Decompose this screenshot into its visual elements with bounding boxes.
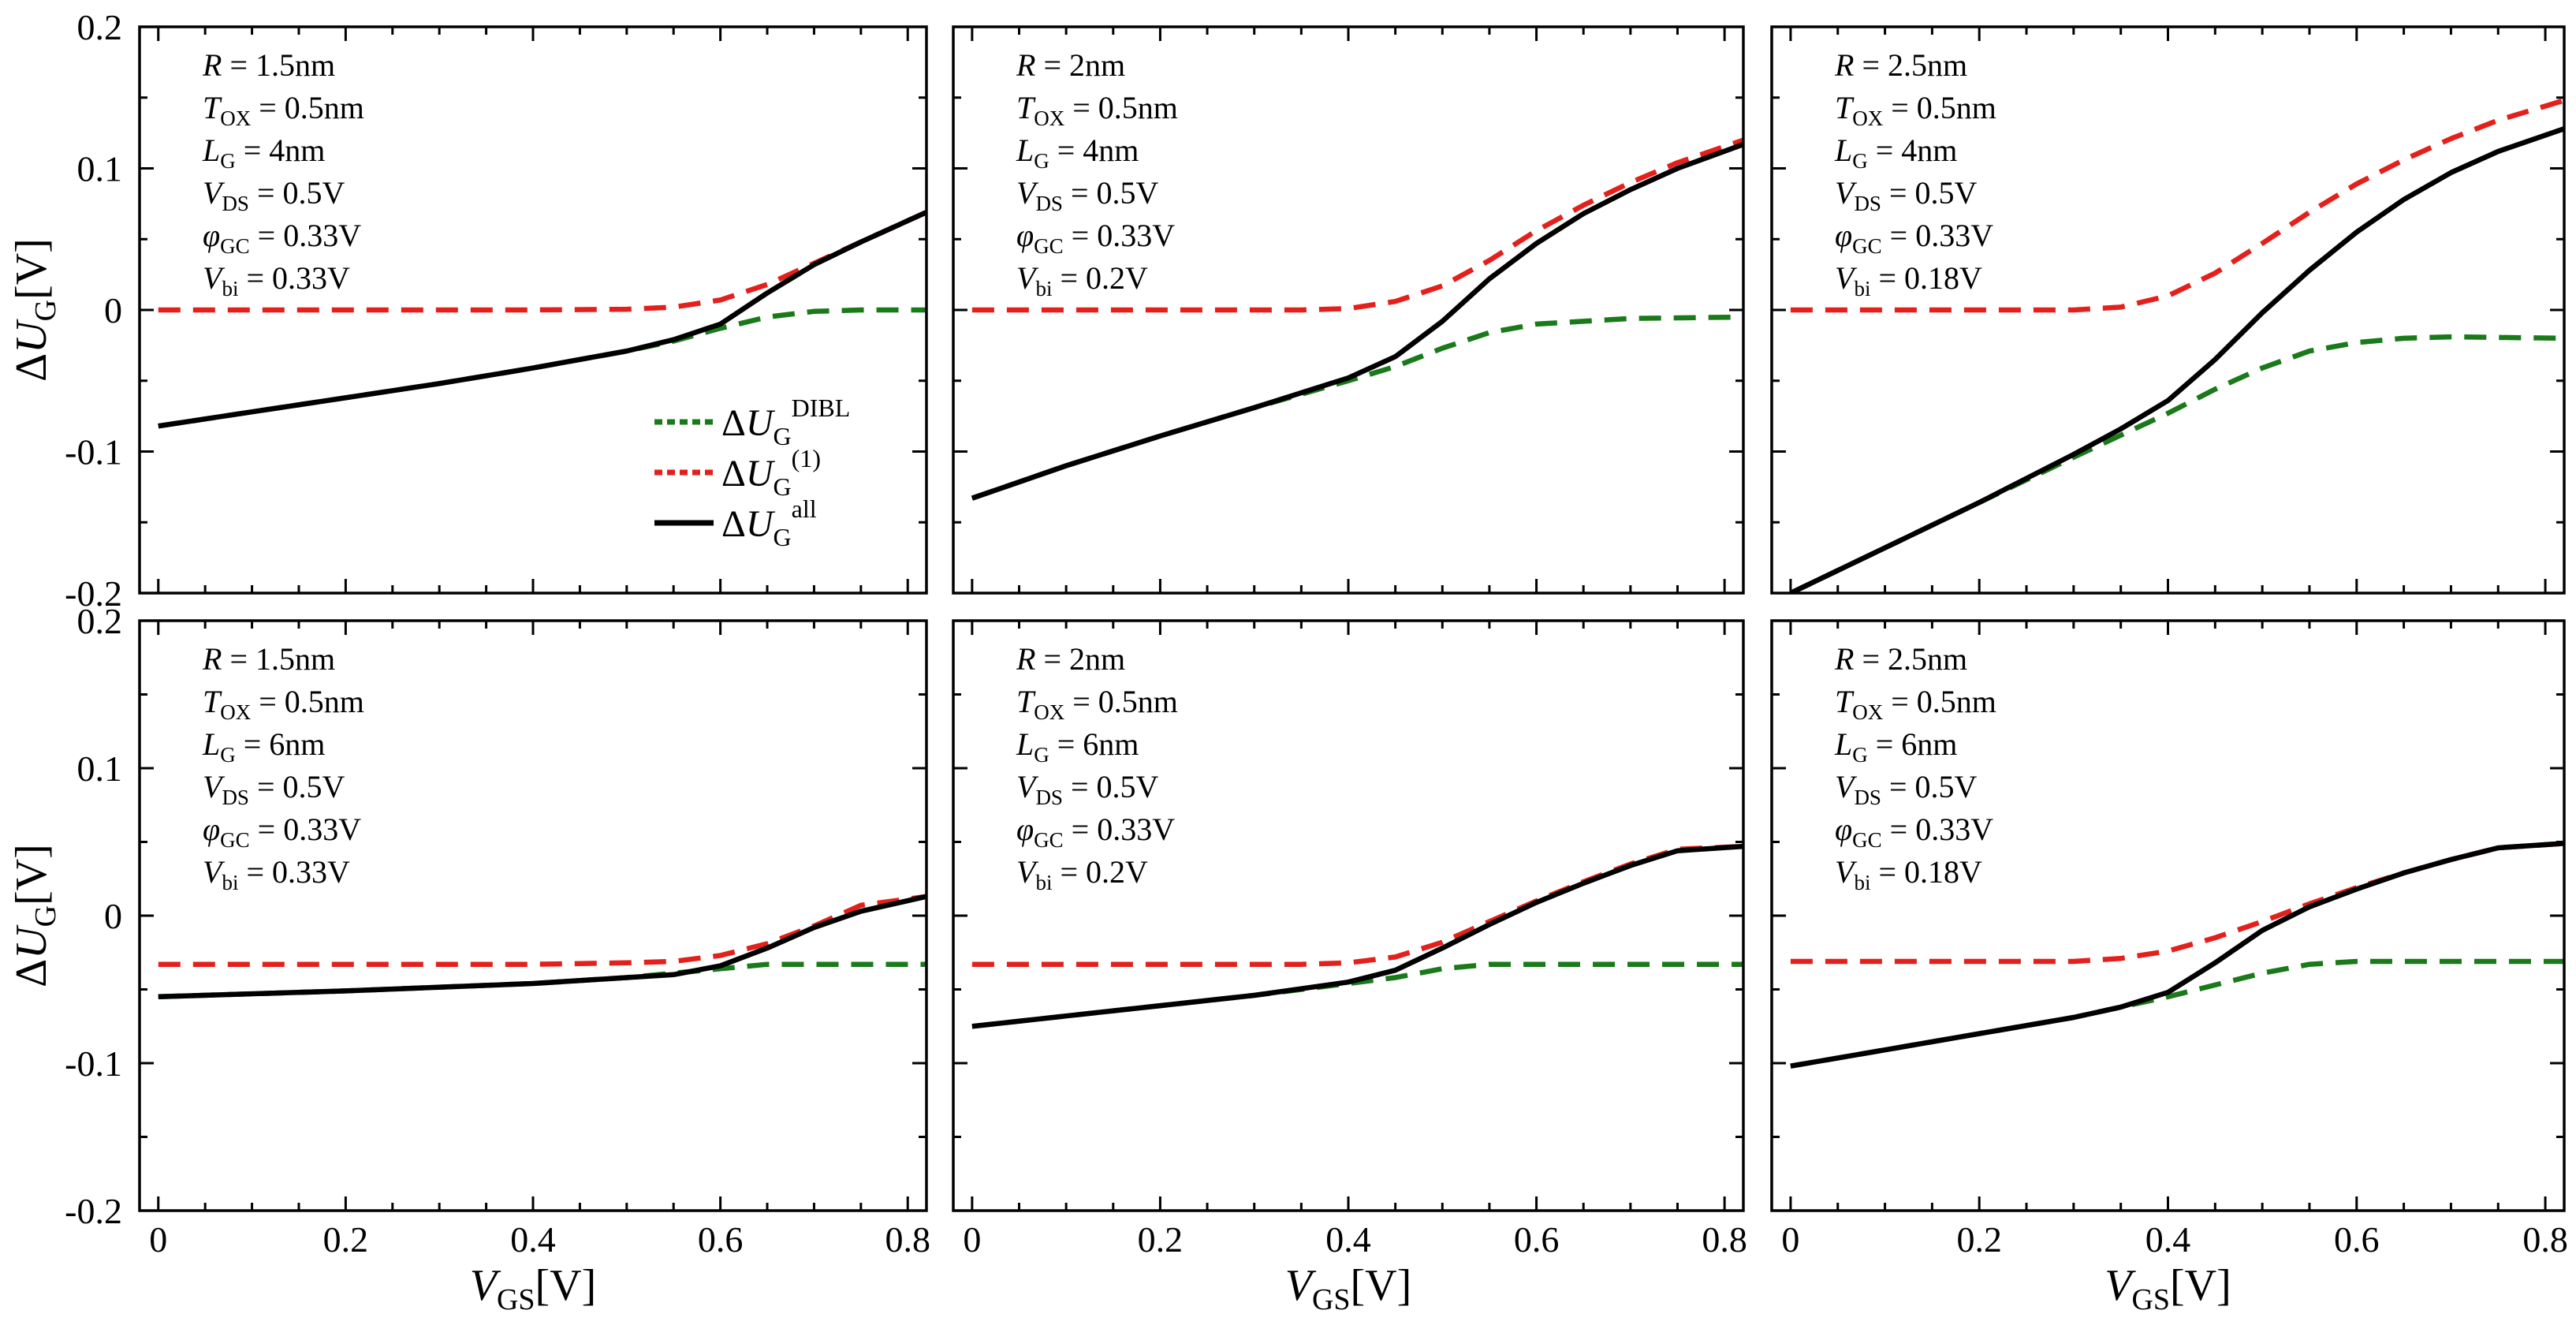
annotation-line: R = 1.5nm bbox=[202, 47, 335, 83]
annotation-line: φGC = 0.33V bbox=[1835, 812, 1993, 852]
annotation-line: R = 2.5nm bbox=[1834, 641, 1967, 677]
annotation-line: LG = 4nm bbox=[1834, 132, 1957, 173]
x-tick-label: 0.4 bbox=[510, 1219, 556, 1260]
annotation-line: VDS = 0.5V bbox=[1016, 769, 1159, 809]
y-axis-label: ΔUG[V] bbox=[7, 238, 62, 382]
y-tick-label: 0 bbox=[104, 290, 122, 330]
x-tick-label: 0.2 bbox=[1956, 1219, 2002, 1260]
annotation-line: LG = 4nm bbox=[1016, 132, 1139, 173]
series-first-line bbox=[971, 843, 1743, 967]
annotation-line: TOX = 0.5nm bbox=[203, 684, 364, 724]
plot-frame bbox=[1770, 25, 2566, 595]
y-tick-label: 0 bbox=[104, 896, 122, 936]
x-tick-label: 0.2 bbox=[323, 1219, 369, 1260]
annotation-line: VDS = 0.5V bbox=[1835, 769, 1978, 809]
plot-frame bbox=[952, 25, 1745, 595]
annotation-line: R = 2nm bbox=[1016, 47, 1125, 83]
annotation-line: TOX = 0.5nm bbox=[203, 90, 364, 130]
series-first-line bbox=[1790, 98, 2564, 313]
legend-label-all: ΔUGall bbox=[721, 495, 817, 551]
annotation-line: VDS = 0.5V bbox=[203, 769, 345, 809]
annotation-line: φGC = 0.33V bbox=[203, 218, 361, 258]
y-tick-label: 0.1 bbox=[77, 748, 123, 789]
plot-frame bbox=[138, 619, 928, 1212]
series-all-line bbox=[1790, 841, 2564, 1069]
annotation-line: R = 2nm bbox=[1016, 641, 1125, 677]
panel-bottom-left: 0 0.2 0.4 0.6 0.8 -0.2 -0.1 0 0.1 0.2 R = 1.5nm TOX… bbox=[65, 601, 930, 1260]
y-tick-label: 0.1 bbox=[77, 149, 123, 189]
series-dibl-line bbox=[971, 314, 1743, 501]
x-tick-label: 0.8 bbox=[2522, 1219, 2568, 1260]
annotation-line: VDS = 0.5V bbox=[1016, 175, 1159, 215]
x-tick-label: 0.6 bbox=[1514, 1219, 1560, 1260]
annotation-line: VDS = 0.5V bbox=[203, 175, 345, 215]
plot-frame bbox=[1770, 619, 2566, 1212]
annotation-line: VDS = 0.5V bbox=[1835, 175, 1978, 215]
series-all-line bbox=[158, 894, 926, 1000]
x-axis-label: VGS[V] bbox=[1285, 1261, 1412, 1316]
y-tick-label: -0.1 bbox=[65, 1043, 122, 1084]
x-tick-label: 0.4 bbox=[2145, 1219, 2191, 1260]
x-tick-label: 0 bbox=[1781, 1219, 1799, 1260]
series-first-line bbox=[971, 137, 1743, 313]
annotation-line: TOX = 0.5nm bbox=[1835, 90, 1996, 130]
series-all-line bbox=[1789, 126, 2564, 593]
annotation-line: R = 1.5nm bbox=[202, 641, 335, 677]
x-tick-label: 0.4 bbox=[1325, 1219, 1371, 1260]
annotation-line: TOX = 0.5nm bbox=[1016, 90, 1178, 130]
series-first-line bbox=[158, 210, 926, 313]
annotation-line: TOX = 0.5nm bbox=[1016, 684, 1178, 724]
plot-frame bbox=[138, 25, 928, 595]
annotation-line: Vbi = 0.33V bbox=[203, 260, 350, 300]
series-first-line bbox=[158, 894, 926, 967]
y-tick-label: -0.1 bbox=[65, 432, 122, 472]
annotation-line: φGC = 0.33V bbox=[1835, 218, 1993, 258]
x-tick-label: 0.2 bbox=[1138, 1219, 1184, 1260]
x-tick-label: 0.8 bbox=[1702, 1219, 1747, 1260]
x-tick-label: 0.6 bbox=[2334, 1219, 2380, 1260]
x-tick-label: 0 bbox=[963, 1219, 981, 1260]
series-all-line bbox=[971, 141, 1743, 501]
annotation-line: φGC = 0.33V bbox=[203, 812, 361, 852]
plot-frame bbox=[952, 619, 1745, 1212]
series-dibl-line bbox=[1790, 958, 2564, 1069]
series-dibl-line bbox=[1789, 334, 2564, 593]
annotation-line: Vbi = 0.18V bbox=[1835, 260, 1982, 300]
annotation-line: LG = 6nm bbox=[1834, 726, 1957, 767]
y-tick-label: -0.2 bbox=[65, 573, 122, 614]
x-axis-label: VGS[V] bbox=[2104, 1261, 2231, 1316]
annotation-line: R = 2.5nm bbox=[1834, 47, 1967, 83]
series-dibl-line bbox=[971, 961, 1743, 1029]
y-tick-label: -0.2 bbox=[65, 1191, 122, 1231]
series-all-line bbox=[971, 843, 1743, 1029]
x-tick-label: 0.6 bbox=[698, 1219, 744, 1260]
y-tick-label: 0.2 bbox=[77, 7, 123, 47]
x-tick-label: 0 bbox=[149, 1219, 167, 1260]
annotation-line: TOX = 0.5nm bbox=[1835, 684, 1996, 724]
legend-label-first: ΔUG(1) bbox=[721, 444, 821, 501]
annotation-line: LG = 6nm bbox=[202, 726, 325, 767]
x-axis-label: VGS[V] bbox=[470, 1261, 597, 1316]
annotation-line: φGC = 0.33V bbox=[1016, 812, 1175, 852]
annotation-line: Vbi = 0.2V bbox=[1016, 854, 1148, 894]
series-all-line bbox=[158, 210, 926, 429]
annotation-line: LG = 6nm bbox=[1016, 726, 1139, 767]
legend-label-dibl: ΔUGDIBL bbox=[721, 394, 850, 450]
x-tick-label: 0.8 bbox=[885, 1219, 930, 1260]
annotation-line: LG = 4nm bbox=[202, 132, 325, 173]
annotation-line: φGC = 0.33V bbox=[1016, 218, 1175, 258]
annotation-line: Vbi = 0.2V bbox=[1016, 260, 1148, 300]
annotation-line: Vbi = 0.18V bbox=[1835, 854, 1982, 894]
y-axis-label: ΔUG[V] bbox=[7, 844, 62, 987]
y-tick-label: 0.2 bbox=[77, 601, 123, 641]
annotation-line: Vbi = 0.33V bbox=[203, 854, 350, 894]
